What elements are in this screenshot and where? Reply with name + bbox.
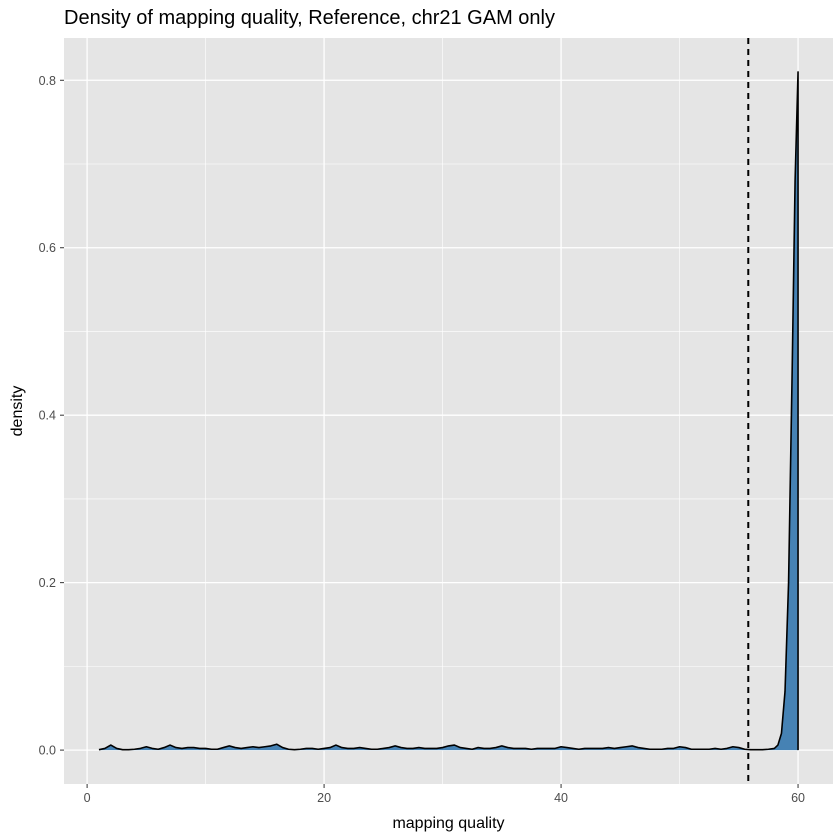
- y-tick-label: 0.6: [39, 241, 56, 255]
- chart-title: Density of mapping quality, Reference, c…: [64, 7, 555, 29]
- x-tick-label: 0: [84, 791, 91, 805]
- y-axis-title: density: [9, 386, 26, 437]
- x-axis-title: mapping quality: [392, 815, 504, 832]
- y-tick-label: 0.8: [39, 74, 56, 88]
- y-tick-label: 0.4: [39, 409, 56, 423]
- x-tick-label: 40: [554, 791, 568, 805]
- minor-gridlines: [64, 38, 833, 784]
- density-series: [98, 71, 799, 751]
- density-line: [98, 71, 799, 751]
- y-axis: 0.0 0.2 0.4 0.6 0.8: [39, 74, 64, 758]
- x-tick-label: 60: [791, 791, 805, 805]
- y-tick-label: 0.2: [39, 576, 56, 590]
- y-tick-label: 0.0: [39, 744, 56, 758]
- x-tick-label: 20: [317, 791, 331, 805]
- plot-panel: [64, 38, 833, 784]
- x-axis: 0 20 40 60: [84, 784, 805, 805]
